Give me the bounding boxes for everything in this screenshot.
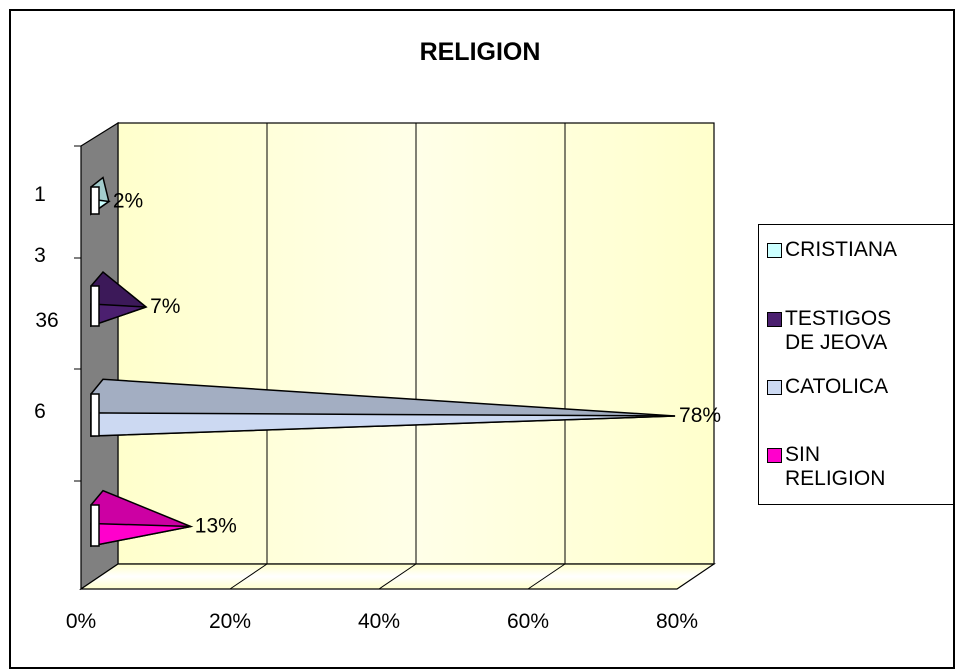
legend-item: CRISTIANA [767, 238, 897, 262]
chart-plot: 0% 20% 40% 60% 80% 1 3 36 6 2% 7% 78% 13% [34, 121, 721, 633]
y-tick-label: 3 [34, 244, 46, 267]
y-tick-label: 36 [35, 309, 58, 332]
bar-data-label: 2% [113, 190, 143, 213]
x-tick-label: 0% [66, 610, 96, 633]
floor-gridline [527, 563, 566, 590]
legend-swatch [767, 448, 782, 463]
legend-label: CRISTIANA [785, 238, 898, 261]
legend-swatch [767, 380, 782, 395]
x-tick-label: 80% [656, 610, 698, 633]
bar-data-label: 78% [679, 404, 721, 427]
bar-data-label: 7% [150, 295, 180, 318]
bar-cone-base [90, 504, 100, 547]
bar-cone-base [90, 393, 100, 437]
bar-cone-base [90, 186, 100, 215]
chart-title: RELIGION [419, 38, 541, 66]
legend-swatch [767, 312, 782, 327]
legend-item: SIN RELIGION [767, 443, 885, 491]
x-tick-label: 40% [358, 610, 400, 633]
legend-label: TESTIGOS DE JEOVA [785, 307, 892, 354]
floor-gridline [378, 563, 417, 590]
legend-swatch [767, 243, 782, 258]
bar-cone-base [90, 285, 100, 327]
legend-item: CATOLICA [767, 375, 888, 399]
y-tick-label: 6 [34, 400, 46, 423]
x-tick-label: 60% [507, 610, 549, 633]
y-tick-label: 1 [34, 183, 46, 206]
legend-item: TESTIGOS DE JEOVA [767, 307, 891, 355]
bar-data-label: 13% [195, 515, 237, 538]
chart-legend: CRISTIANA TESTIGOS DE JEOVA CATOLICA SIN RE… [758, 224, 954, 505]
legend-label: SIN RELIGION [785, 443, 886, 490]
floor-gridline [229, 563, 268, 590]
x-tick-label: 20% [209, 610, 251, 633]
legend-label: CATOLICA [785, 375, 889, 398]
